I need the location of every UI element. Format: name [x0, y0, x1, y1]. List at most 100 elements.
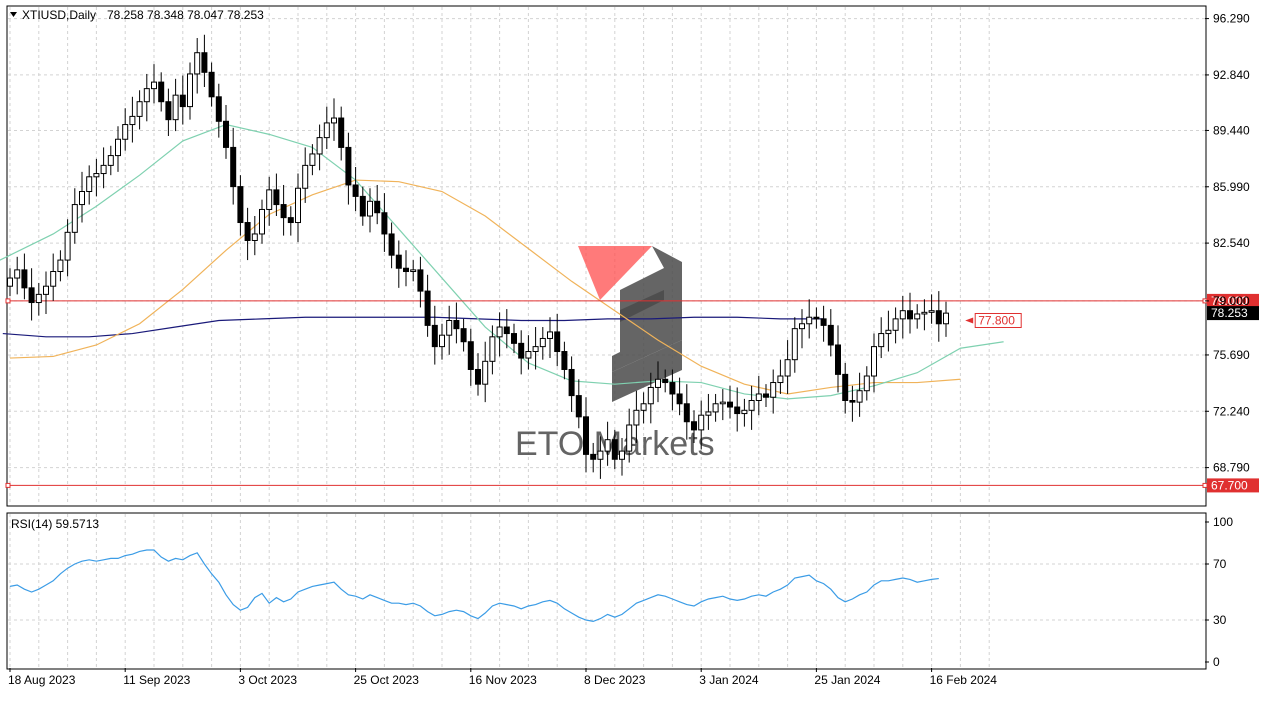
candle: [381, 193, 388, 252]
time-tick-label: 3 Oct 2023: [238, 673, 297, 687]
candle: [215, 83, 222, 138]
candle: [619, 438, 625, 476]
candle: [935, 291, 942, 342]
candle-body-up: [7, 277, 13, 287]
candle: [525, 335, 532, 370]
candle-body-down: [359, 195, 366, 217]
candle: [115, 126, 121, 172]
candle: [943, 301, 949, 337]
candle: [280, 184, 287, 236]
candle-body-up: [482, 360, 489, 385]
candle: [755, 376, 762, 416]
candle: [878, 317, 885, 359]
candle-body-up: [71, 204, 78, 233]
candle-body-down: [583, 416, 589, 455]
candle-body-up: [698, 414, 705, 431]
candle: [460, 318, 467, 352]
candle: [568, 356, 575, 412]
candle-body-up: [885, 329, 892, 335]
candle-body-up: [878, 333, 885, 348]
candle: [719, 389, 726, 421]
candle: [611, 429, 618, 470]
candle: [849, 385, 856, 422]
candle: [683, 384, 690, 440]
price-tick-label: 68.790: [1213, 461, 1250, 475]
candle: [741, 398, 748, 427]
candle-body-up: [43, 285, 49, 295]
candle: [590, 442, 597, 473]
candle: [374, 184, 381, 225]
candle-body-up: [439, 334, 445, 348]
candle-body-down: [907, 310, 913, 320]
candle-body-up: [93, 173, 100, 178]
candle-body-up: [107, 155, 114, 166]
candle: [316, 124, 323, 171]
level-handle: [5, 482, 11, 488]
candle: [273, 173, 280, 216]
annotation-box: [974, 312, 1022, 328]
logo-dark-base: [612, 340, 682, 402]
candle-body-up: [302, 164, 309, 189]
price-tick-label: 75.690: [1213, 348, 1250, 362]
candle-body-up: [50, 271, 57, 287]
candle: [187, 62, 193, 120]
candle: [107, 145, 114, 176]
candle-body-down: [460, 328, 467, 343]
candle: [734, 387, 741, 432]
candle: [669, 369, 676, 411]
candle-body-down: [287, 217, 294, 224]
candle: [230, 127, 237, 205]
candle: [518, 330, 525, 375]
time-tick-label: 18 Aug 2023: [8, 673, 76, 687]
candle: [791, 317, 798, 373]
candle: [698, 400, 705, 450]
candle: [482, 341, 489, 403]
candle: [770, 369, 777, 414]
level-label: 67.700: [1211, 478, 1248, 492]
candle-body-up: [604, 439, 611, 452]
candle: [352, 167, 359, 212]
candle-body-down: [273, 189, 280, 206]
candle-body-up: [899, 310, 906, 320]
candle-body-down: [662, 378, 669, 384]
candle: [331, 98, 337, 141]
candle-body-down: [827, 324, 834, 346]
candle-body-up: [755, 393, 762, 402]
candle: [151, 64, 157, 104]
candle-body-up: [619, 450, 625, 460]
candle-body-up: [539, 337, 546, 348]
candle: [554, 313, 561, 367]
candle-body-down: [669, 382, 676, 395]
candle-body-down: [475, 368, 481, 385]
candle-body-up: [410, 269, 417, 273]
candle: [345, 132, 352, 205]
candle-body-up: [871, 346, 877, 377]
candle-body-up: [331, 117, 337, 124]
candle: [748, 385, 755, 430]
candle: [21, 253, 28, 300]
candle-body-up: [259, 208, 265, 235]
candle-body-up: [64, 231, 71, 261]
candle: [820, 305, 827, 342]
candle: [323, 106, 330, 150]
candle: [842, 362, 849, 414]
candle: [431, 305, 438, 365]
candle-body-down: [403, 267, 409, 273]
candle-body-down: [165, 101, 172, 121]
candle: [827, 309, 834, 357]
time-tick-label: 8 Dec 2023: [584, 673, 646, 687]
candle-body-up: [921, 311, 928, 315]
ohlc-values: 78.258 78.348 78.047 78.253: [107, 8, 264, 22]
candle-body-down: [511, 333, 517, 344]
candle: [928, 294, 935, 324]
dropdown-triangle-icon[interactable]: [10, 12, 17, 17]
candle: [158, 72, 165, 112]
candle: [122, 108, 129, 151]
candle: [907, 292, 913, 334]
candle-body-down: [727, 401, 733, 408]
candle: [446, 305, 453, 355]
candle-body-up: [115, 138, 121, 157]
candle: [208, 62, 215, 107]
ma-fast-line: [0, 123, 1004, 400]
